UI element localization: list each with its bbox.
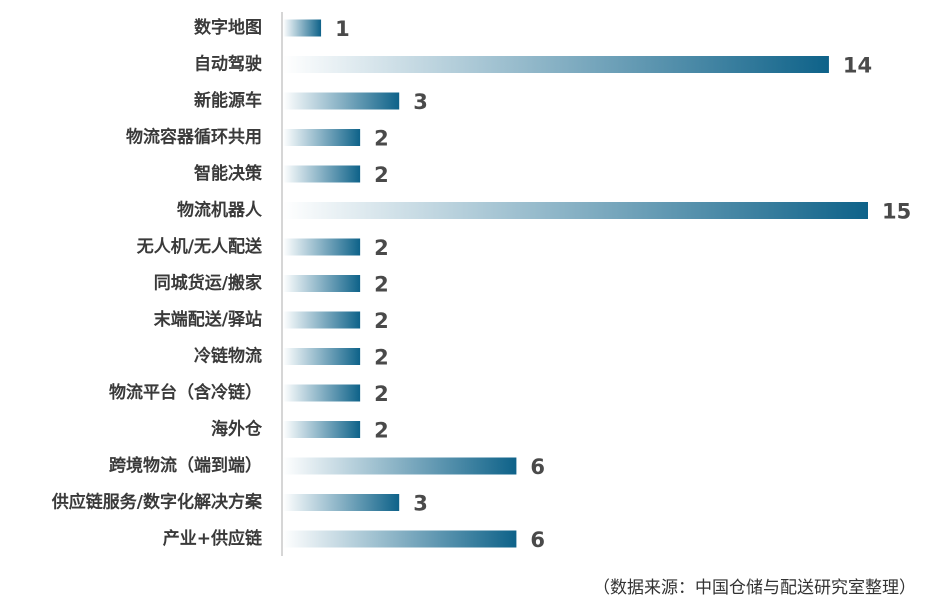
bar [283,202,868,219]
value-label: 3 [413,492,428,516]
bar [283,311,361,329]
value-label: 3 [413,90,428,114]
value-label: 15 [882,200,911,224]
category-label: 物流机器人 [177,200,263,221]
bar [283,92,400,110]
value-label: 2 [374,127,389,151]
bar [283,348,361,365]
bar [283,530,517,548]
bar [283,238,361,256]
category-label: 物流容器循环共用 [126,127,262,148]
bar [283,421,361,438]
value-label: 1 [335,17,350,41]
value-label: 2 [374,382,389,406]
value-label: 2 [374,236,389,260]
value-label: 2 [374,419,389,443]
category-label: 跨境物流（端到端） [109,455,262,476]
category-label: 物流平台（含冷链） [109,382,262,403]
value-label: 2 [374,309,389,333]
value-label: 6 [530,455,545,479]
category-label: 供应链服务/数字化解决方案 [51,492,263,513]
category-label: 新能源车 [194,90,262,111]
value-label: 2 [374,163,389,187]
value-label: 2 [374,346,389,370]
category-label: 海外仓 [211,419,263,440]
category-label: 末端配送/驿站 [154,309,262,330]
category-label: 产业+供应链 [163,528,263,549]
bars-group [283,19,868,548]
bar [283,129,361,146]
source-note: （数据来源：中国仓储与配送研究室整理） [593,578,916,598]
category-label: 同城货运/搬家 [154,273,262,294]
bar [283,19,322,37]
bar [283,56,829,73]
bar [283,384,361,402]
category-label: 数字地图 [194,17,262,38]
value-label: 6 [530,528,545,552]
bar [283,165,361,183]
category-label: 冷链物流 [194,346,262,367]
category-label: 智能决策 [194,163,263,184]
category-label: 自动驾驶 [194,54,262,75]
bar [283,275,361,292]
value-label: 2 [374,273,389,297]
category-label: 无人机/无人配送 [136,236,263,257]
category-labels-group: 数字地图自动驾驶新能源车物流容器循环共用智能决策物流机器人无人机/无人配送同城货… [51,17,263,549]
bar [283,494,400,511]
bar [283,457,517,475]
value-label: 14 [843,54,872,78]
